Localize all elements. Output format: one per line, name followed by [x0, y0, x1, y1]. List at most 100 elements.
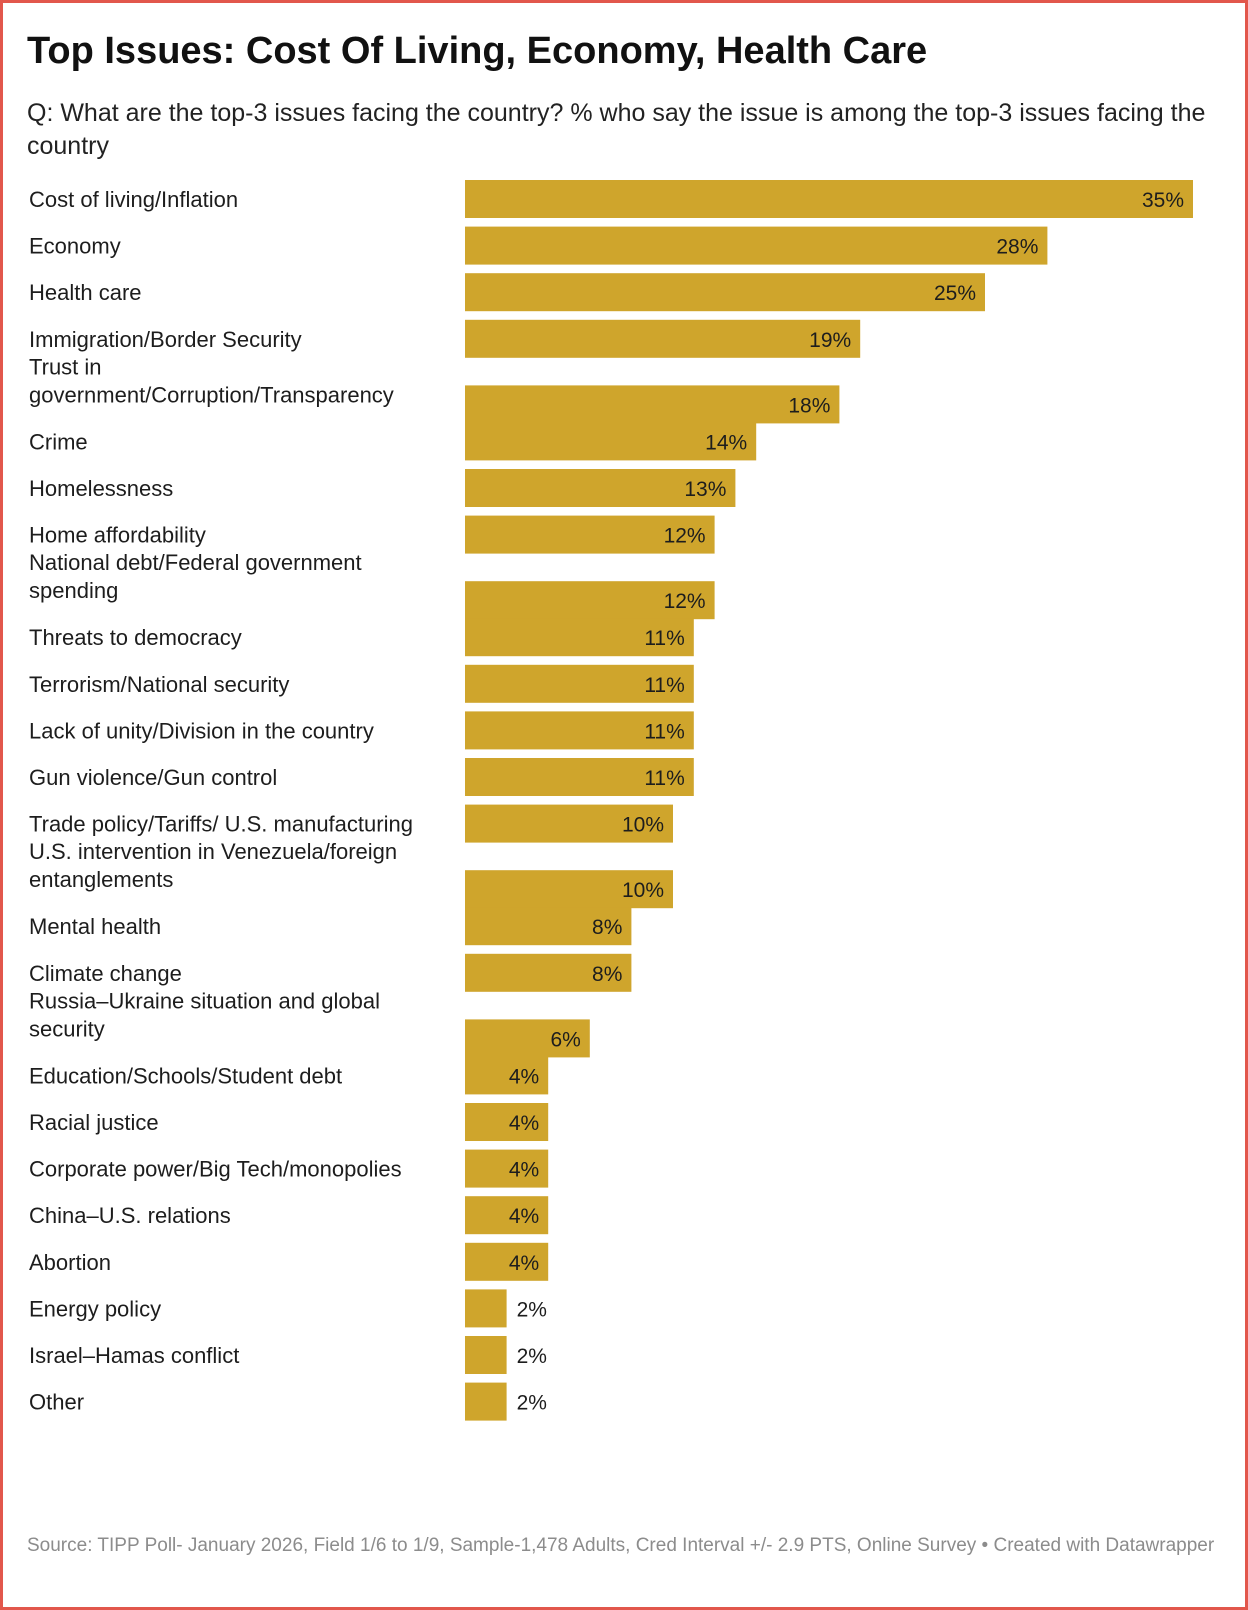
category-label: U.S. intervention in Venezuela/foreign en… [29, 839, 397, 892]
bar-value-label: 8% [592, 916, 622, 939]
category-label-line: Trust in [29, 354, 102, 379]
category-label: Homelessness [29, 476, 173, 501]
bar-row: Mental health 8% [29, 907, 632, 946]
bar [465, 1149, 549, 1188]
category-label: Mental health [29, 914, 161, 939]
bar-value-label: 19% [809, 329, 851, 352]
bar-row: U.S. intervention in Venezuela/foreign en… [29, 839, 673, 909]
bar-row: Russia–Ukraine situation and global secur… [29, 988, 590, 1058]
bar-row: Economy 28% [29, 226, 1048, 265]
bar-row: Energy policy 2% [29, 1289, 547, 1328]
bar-value-label: 11% [644, 720, 684, 743]
bar-row: Crime 14% [29, 422, 757, 461]
bar-value-label: 4% [509, 1159, 539, 1182]
category-label-line: security [29, 1016, 105, 1041]
bar-row: Gun violence/Gun control 11% [29, 758, 694, 796]
category-label: China–U.S. relations [29, 1203, 231, 1228]
category-label: Immigration/Border Security [29, 327, 302, 352]
bar-value-label: 13% [684, 478, 726, 501]
bar-value-label: 18% [788, 394, 830, 417]
bar-row: Threats to democracy 11% [29, 618, 694, 657]
bar [465, 515, 715, 554]
bar-value-label: 25% [934, 282, 976, 305]
bar-value-label: 10% [622, 879, 664, 902]
bar-chart: Cost of living/Inflation 35% Economy 28% Hea… [29, 180, 1193, 1421]
bar-row: Other 2% [29, 1382, 547, 1421]
bar [465, 273, 985, 312]
category-label: Racial justice [29, 1110, 159, 1135]
bar-row: Corporate power/Big Tech/monopolies 4% [29, 1149, 549, 1188]
bar-row: Education/Schools/Student debt 4% [29, 1056, 549, 1095]
bar [465, 711, 694, 750]
bar-value-label: 12% [664, 525, 706, 548]
bar-row: Trust in government/Corruption/Transparen… [29, 354, 840, 424]
bar-value-label: 6% [550, 1028, 580, 1051]
bar-value-label: 4% [509, 1205, 539, 1228]
bar [465, 319, 861, 358]
bar [465, 804, 673, 843]
bar-value-label: 2% [517, 1345, 547, 1368]
category-label: Terrorism/National security [29, 672, 289, 697]
category-label: Other [29, 1390, 84, 1415]
bar [465, 870, 673, 909]
bar-row: Health care 25% [29, 273, 985, 312]
bar-row: Climate change 8% [29, 953, 632, 992]
category-label-line: U.S. intervention in Venezuela/foreign [29, 839, 397, 864]
bar-value-label: 14% [705, 431, 747, 454]
bar [465, 581, 715, 620]
bar [465, 1289, 507, 1328]
category-label: Education/Schools/Student debt [29, 1063, 342, 1088]
bar-value-label: 8% [592, 963, 622, 986]
bar [465, 1019, 590, 1058]
category-label: Lack of unity/Division in the country [29, 718, 374, 743]
bar [465, 953, 632, 992]
category-label: Home affordability [29, 523, 206, 548]
category-label: Energy policy [29, 1296, 161, 1321]
category-label: Israel–Hamas conflict [29, 1343, 239, 1368]
bar [465, 226, 1048, 265]
bar-value-label: 2% [517, 1392, 547, 1415]
bar-value-label: 11% [644, 767, 684, 790]
category-label: Trust in government/Corruption/Transparen… [29, 354, 394, 407]
category-label: Crime [29, 429, 88, 454]
bar-row: Lack of unity/Division in the country 11% [29, 711, 694, 750]
bar-value-label: 4% [509, 1065, 539, 1088]
category-label: Gun violence/Gun control [29, 765, 277, 790]
bar [465, 758, 694, 796]
chart-title: Top Issues: Cost Of Living, Economy, Hea… [27, 30, 928, 72]
bar [465, 1242, 549, 1281]
bar [465, 1196, 549, 1235]
category-label: Corporate power/Big Tech/monopolies [29, 1157, 402, 1182]
bar [465, 1056, 549, 1095]
category-label: Health care [29, 280, 142, 305]
bar-row: Cost of living/Inflation 35% [29, 180, 1193, 218]
bar [465, 907, 632, 946]
bar-row: Israel–Hamas conflict 2% [29, 1336, 547, 1374]
source-note: Source: TIPP Poll- January 2026, Field 1… [27, 1535, 1215, 1556]
category-label: Climate change [29, 961, 182, 986]
bar-value-label: 2% [517, 1298, 547, 1321]
bar [465, 1103, 549, 1141]
bar-row: Home affordability 12% [29, 515, 715, 554]
bar-value-label: 11% [644, 674, 684, 697]
bar-value-label: 28% [996, 236, 1038, 259]
bar-row: Trade policy/Tariffs/ U.S. manufacturing… [29, 804, 673, 843]
category-label-line: government/Corruption/Transparency [29, 382, 394, 407]
category-label: Russia–Ukraine situation and global secur… [29, 988, 380, 1041]
category-label: Economy [29, 234, 121, 259]
bar [465, 385, 840, 424]
bar [465, 618, 694, 657]
bar-row: Terrorism/National security 11% [29, 664, 694, 703]
bar-value-label: 4% [509, 1252, 539, 1275]
bar-row: National debt/Federal government spending… [29, 550, 715, 620]
category-label: Abortion [29, 1250, 111, 1275]
bar [465, 1382, 507, 1421]
bar-value-label: 10% [622, 814, 664, 837]
category-label-line: entanglements [29, 867, 173, 892]
bar-value-label: 35% [1142, 189, 1184, 212]
category-label-line: spending [29, 578, 118, 603]
bar [465, 469, 736, 507]
bar [465, 1336, 507, 1374]
bar-row: Immigration/Border Security 19% [29, 319, 861, 358]
